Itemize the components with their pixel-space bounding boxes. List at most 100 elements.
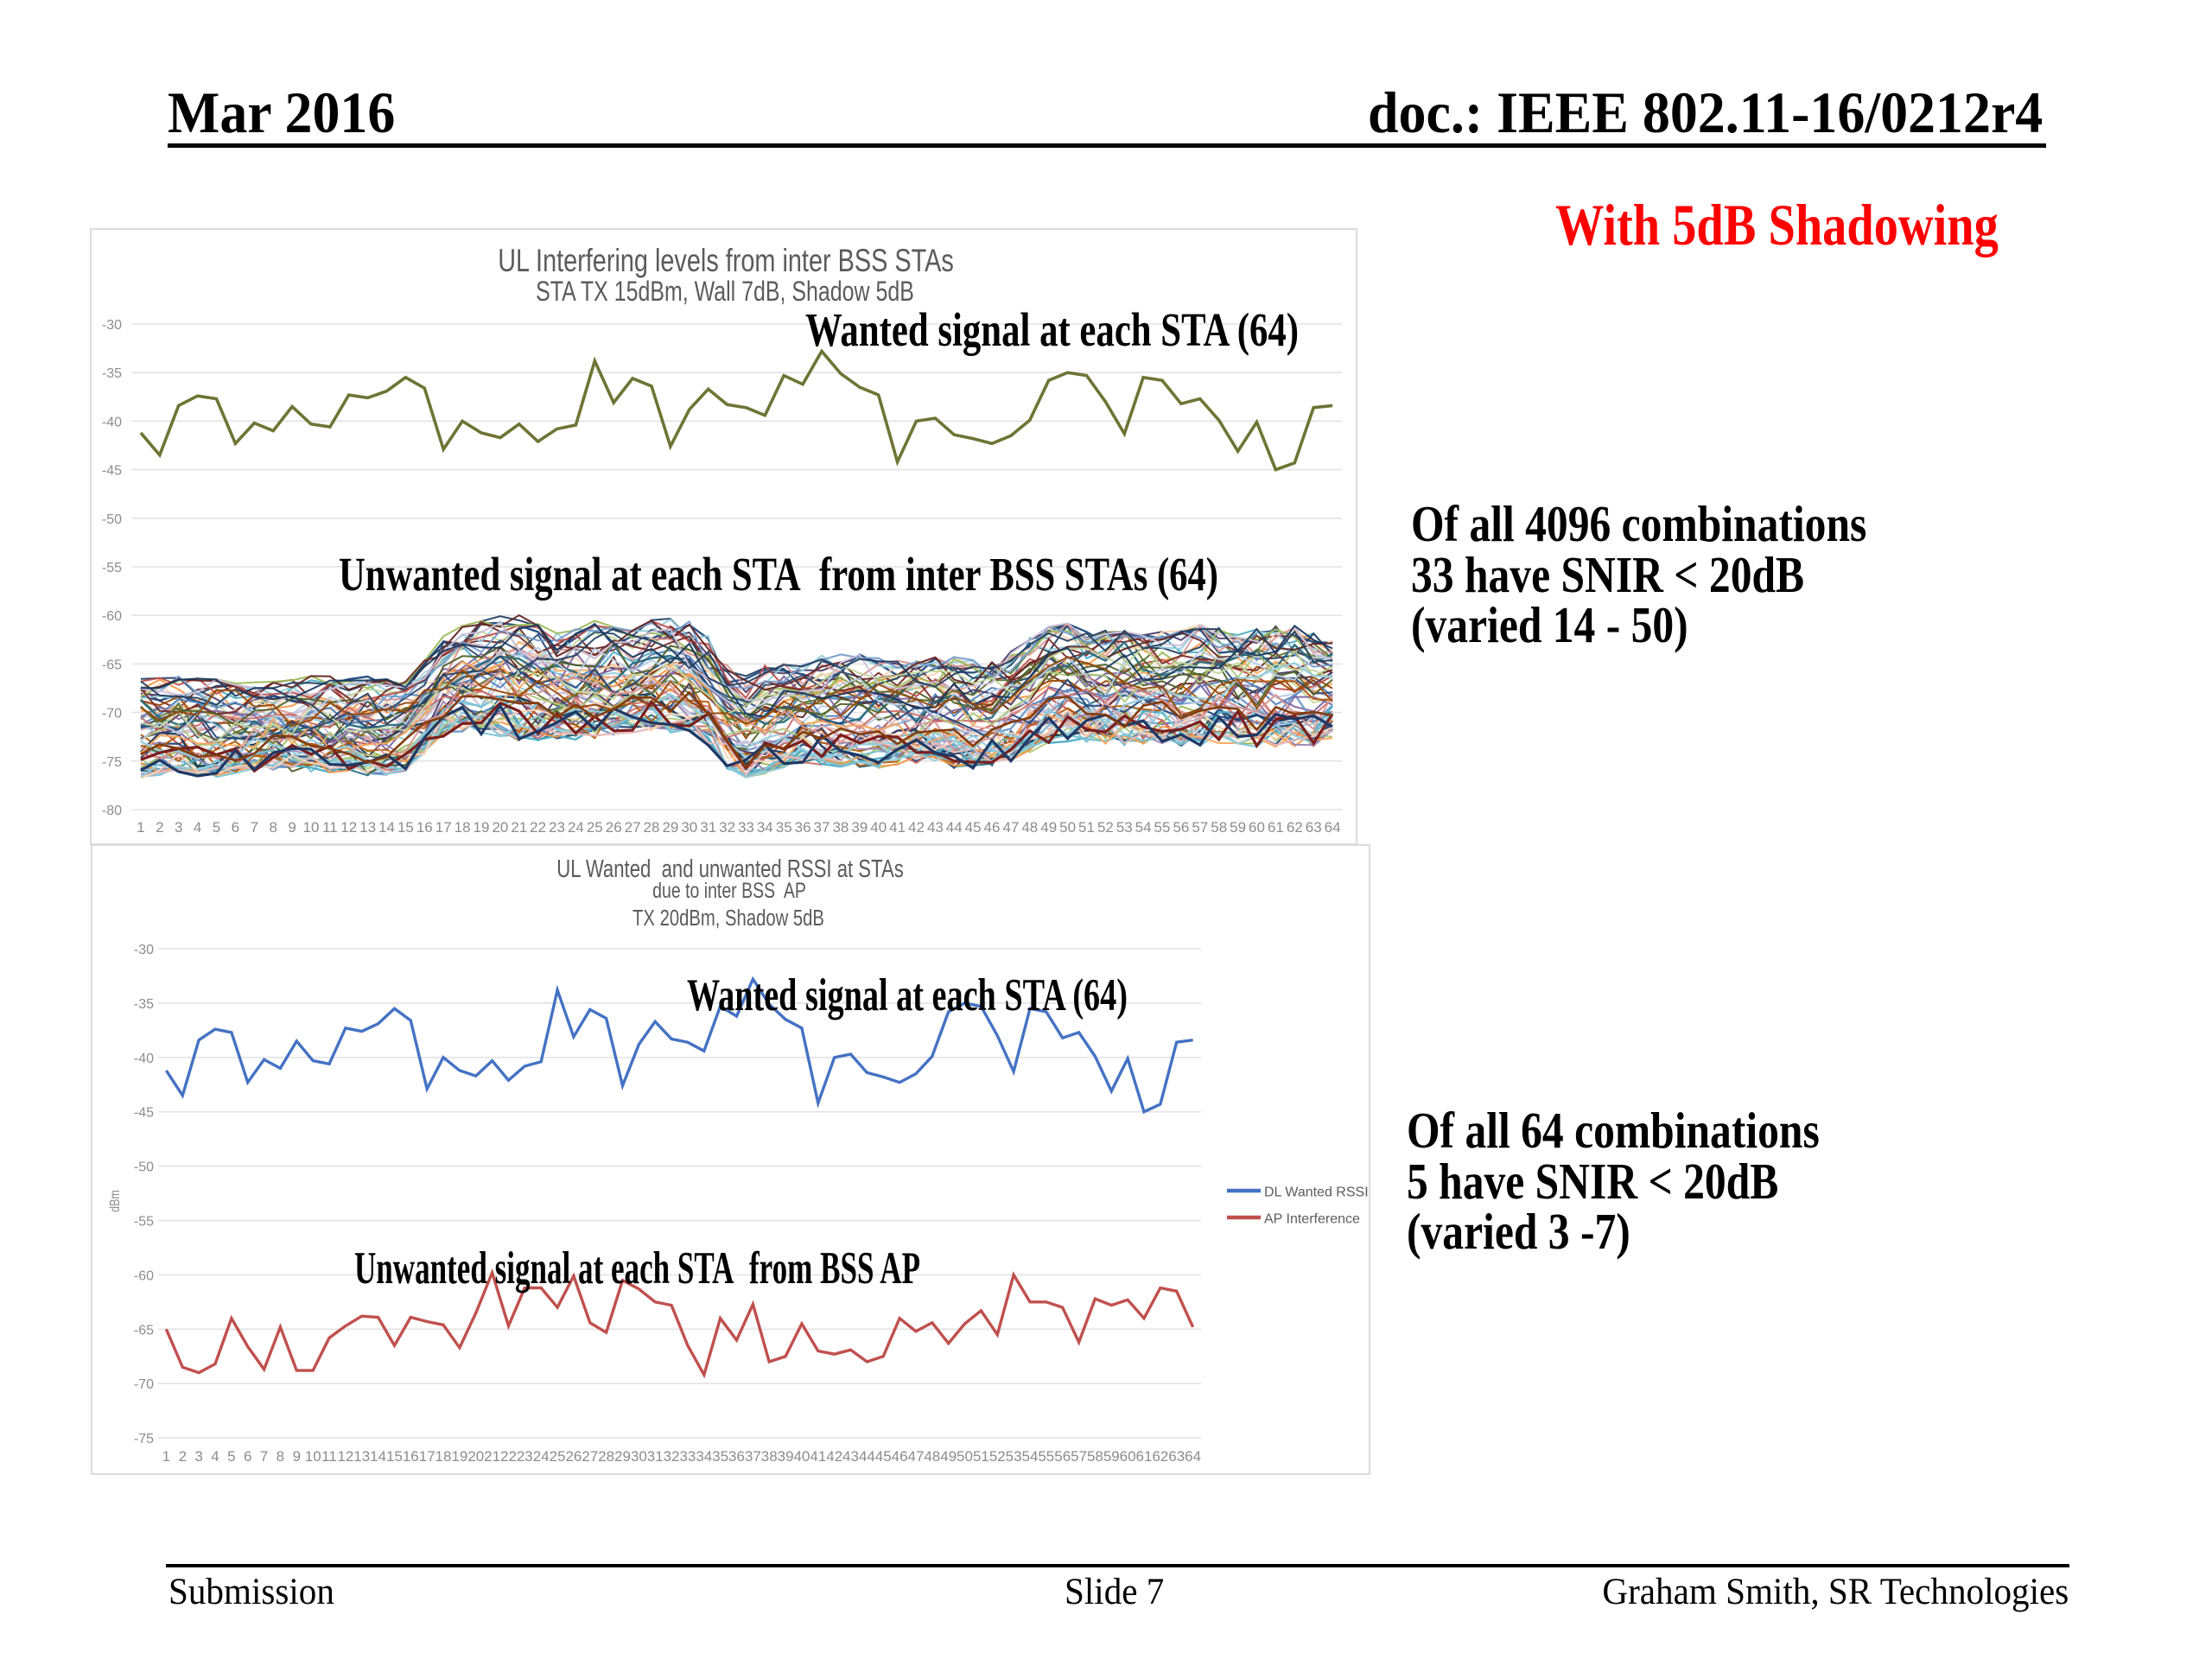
svg-text:57: 57: [1192, 819, 1208, 836]
svg-text:62: 62: [1287, 819, 1303, 836]
svg-text:-70: -70: [102, 707, 122, 721]
svg-text:42: 42: [908, 819, 925, 836]
svg-text:26: 26: [565, 1448, 582, 1465]
svg-text:27: 27: [582, 1448, 598, 1465]
svg-text:45: 45: [965, 819, 982, 836]
svg-text:-75: -75: [102, 755, 122, 770]
svg-text:3: 3: [194, 1448, 202, 1465]
svg-text:AP Interference: AP Interference: [1264, 1212, 1360, 1227]
svg-text:32: 32: [719, 819, 735, 836]
svg-text:7: 7: [260, 1448, 268, 1465]
svg-text:49: 49: [940, 1448, 957, 1465]
svg-text:18: 18: [435, 1448, 452, 1465]
svg-text:34: 34: [696, 1448, 712, 1465]
svg-text:25: 25: [587, 819, 603, 836]
svg-text:19: 19: [474, 819, 490, 836]
svg-text:18: 18: [454, 819, 471, 836]
svg-text:42: 42: [826, 1448, 842, 1465]
svg-text:8: 8: [276, 1448, 284, 1465]
svg-text:35: 35: [776, 819, 792, 836]
svg-text:-50: -50: [102, 512, 122, 527]
svg-text:6: 6: [232, 819, 239, 836]
svg-text:50: 50: [957, 1448, 973, 1465]
svg-text:-75: -75: [134, 1432, 154, 1446]
svg-text:44: 44: [946, 819, 963, 836]
svg-text:47: 47: [1002, 819, 1019, 836]
svg-text:12: 12: [340, 819, 357, 836]
svg-text:37: 37: [745, 1448, 761, 1465]
svg-text:7: 7: [251, 819, 258, 836]
svg-text:63: 63: [1306, 819, 1322, 836]
svg-text:40: 40: [870, 819, 887, 836]
svg-text:48: 48: [924, 1448, 940, 1465]
svg-text:1: 1: [137, 819, 144, 836]
svg-text:58: 58: [1211, 819, 1227, 836]
svg-text:53: 53: [1006, 1448, 1022, 1465]
svg-text:56: 56: [1173, 819, 1189, 836]
svg-text:30: 30: [631, 1448, 647, 1465]
svg-text:TX 20dBm, Shadow 5dB: TX 20dBm, Shadow 5dB: [632, 906, 824, 931]
svg-text:2: 2: [156, 819, 163, 836]
svg-text:UL Interfering levels from int: UL Interfering levels from inter BSS STA…: [498, 244, 954, 279]
svg-text:13: 13: [353, 1448, 370, 1465]
svg-text:6: 6: [244, 1448, 251, 1465]
svg-text:16: 16: [403, 1448, 419, 1465]
svg-text:8: 8: [269, 819, 276, 836]
svg-text:1: 1: [162, 1448, 170, 1465]
svg-text:-40: -40: [102, 415, 122, 429]
svg-text:31: 31: [700, 819, 716, 836]
svg-text:17: 17: [435, 819, 452, 836]
svg-text:43: 43: [842, 1448, 859, 1465]
svg-text:41: 41: [810, 1448, 826, 1465]
svg-text:54: 54: [1135, 819, 1152, 836]
svg-text:51: 51: [1078, 819, 1095, 836]
svg-text:24: 24: [568, 819, 584, 836]
svg-text:24: 24: [533, 1448, 550, 1465]
svg-text:54: 54: [1022, 1448, 1039, 1465]
svg-text:22: 22: [530, 819, 546, 836]
svg-text:25: 25: [550, 1448, 566, 1465]
svg-text:48: 48: [1021, 819, 1038, 836]
svg-text:23: 23: [549, 819, 565, 836]
svg-text:23: 23: [517, 1448, 533, 1465]
svg-text:Wanted signal at each STA (64): Wanted signal at each STA (64): [805, 303, 1299, 356]
svg-text:45: 45: [875, 1448, 892, 1465]
svg-text:64: 64: [1185, 1448, 1201, 1465]
svg-text:dBm: dBm: [108, 1190, 124, 1212]
svg-text:28: 28: [598, 1448, 614, 1465]
svg-text:STA TX 15dBm, Wall 7dB, Shadow: STA TX 15dBm, Wall 7dB, Shadow 5dB: [536, 276, 914, 308]
svg-text:17: 17: [419, 1448, 435, 1465]
svg-text:57: 57: [1071, 1448, 1087, 1465]
svg-text:UL Wanted and unwanted RSSI a: UL Wanted and unwanted RSSI at STAs: [556, 855, 904, 882]
svg-text:63: 63: [1168, 1448, 1185, 1465]
svg-text:12: 12: [337, 1448, 353, 1465]
svg-text:59: 59: [1230, 819, 1246, 836]
svg-text:14: 14: [370, 1448, 386, 1465]
svg-text:-30: -30: [134, 943, 154, 957]
svg-text:28: 28: [644, 819, 660, 836]
svg-text:60: 60: [1120, 1448, 1136, 1465]
svg-text:-80: -80: [102, 804, 122, 818]
svg-text:-45: -45: [134, 1106, 154, 1121]
svg-text:21: 21: [511, 819, 527, 836]
svg-text:20: 20: [467, 1448, 484, 1465]
svg-text:31: 31: [647, 1448, 664, 1465]
svg-text:47: 47: [908, 1448, 925, 1465]
svg-text:5: 5: [227, 1448, 235, 1465]
svg-text:33: 33: [679, 1448, 696, 1465]
svg-text:-70: -70: [134, 1377, 154, 1392]
svg-text:-65: -65: [102, 658, 122, 672]
svg-text:3: 3: [175, 819, 182, 836]
svg-text:46: 46: [984, 819, 1001, 836]
svg-text:38: 38: [832, 819, 849, 836]
svg-text:33: 33: [738, 819, 754, 836]
svg-text:-40: -40: [134, 1052, 154, 1066]
svg-text:13: 13: [359, 819, 376, 836]
svg-text:-45: -45: [102, 464, 122, 479]
svg-text:32: 32: [664, 1448, 680, 1465]
svg-text:61: 61: [1136, 1448, 1153, 1465]
svg-text:49: 49: [1040, 819, 1057, 836]
svg-text:62: 62: [1152, 1448, 1168, 1465]
svg-text:60: 60: [1249, 819, 1265, 836]
svg-text:Unwanted signal at each STA f: Unwanted signal at each STA from inter B…: [339, 548, 1218, 601]
